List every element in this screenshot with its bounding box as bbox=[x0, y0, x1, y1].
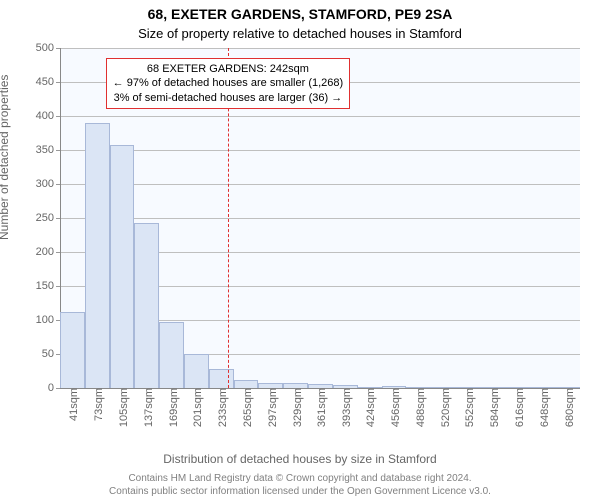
annotation-box: 68 EXETER GARDENS: 242sqm← 97% of detach… bbox=[106, 58, 351, 109]
annotation-line1: 68 EXETER GARDENS: 242sqm bbox=[113, 62, 344, 76]
x-tick-label: 41sqm bbox=[68, 388, 80, 421]
histogram-bar bbox=[134, 223, 159, 388]
x-tick-label: 297sqm bbox=[267, 388, 279, 427]
y-tick-label: 400 bbox=[36, 110, 54, 122]
x-tick-label: 329sqm bbox=[292, 388, 304, 427]
x-tick-label: 616sqm bbox=[514, 388, 526, 427]
x-tick-label: 456sqm bbox=[390, 388, 402, 427]
y-tick-label: 350 bbox=[36, 144, 54, 156]
x-tick-label: 361sqm bbox=[316, 388, 328, 427]
x-tick-label: 488sqm bbox=[415, 388, 427, 427]
y-tick-label: 450 bbox=[36, 76, 54, 88]
footer-line2: Contains public sector information licen… bbox=[0, 486, 600, 499]
x-tick-label: 552sqm bbox=[464, 388, 476, 427]
histogram-bar bbox=[85, 123, 110, 388]
x-axis-label: Distribution of detached houses by size … bbox=[0, 452, 600, 466]
gridline bbox=[60, 218, 580, 219]
annotation-line2: ← 97% of detached houses are smaller (1,… bbox=[113, 76, 344, 90]
y-tick-label: 250 bbox=[36, 212, 54, 224]
y-tick-label: 200 bbox=[36, 246, 54, 258]
x-tick-label: 73sqm bbox=[93, 388, 105, 421]
y-tick-label: 150 bbox=[36, 280, 54, 292]
chart-container: 68, EXETER GARDENS, STAMFORD, PE9 2SA Si… bbox=[0, 0, 600, 500]
y-tick-label: 500 bbox=[36, 42, 54, 54]
y-tick-label: 300 bbox=[36, 178, 54, 190]
x-tick-label: 520sqm bbox=[440, 388, 452, 427]
x-tick-label: 648sqm bbox=[539, 388, 551, 427]
y-tick-label: 100 bbox=[36, 314, 54, 326]
annotation-line3: 3% of semi-detached houses are larger (3… bbox=[113, 91, 344, 105]
x-tick-label: 137sqm bbox=[143, 388, 155, 427]
chart-footer: Contains HM Land Registry data © Crown c… bbox=[0, 473, 600, 498]
x-tick-label: 233sqm bbox=[217, 388, 229, 427]
gridline bbox=[60, 150, 580, 151]
x-tick-label: 169sqm bbox=[168, 388, 180, 427]
x-tick-label: 265sqm bbox=[242, 388, 254, 427]
histogram-bar bbox=[234, 380, 259, 388]
chart-title-line1: 68, EXETER GARDENS, STAMFORD, PE9 2SA bbox=[0, 6, 600, 22]
histogram-bar bbox=[209, 369, 234, 388]
x-tick-label: 584sqm bbox=[489, 388, 501, 427]
x-tick-label: 680sqm bbox=[564, 388, 576, 427]
x-tick-label: 105sqm bbox=[118, 388, 130, 427]
x-tick-label: 201sqm bbox=[192, 388, 204, 427]
histogram-bar bbox=[159, 322, 184, 388]
x-tick-label: 393sqm bbox=[341, 388, 353, 427]
gridline bbox=[60, 184, 580, 185]
histogram-bar bbox=[110, 145, 135, 388]
gridline bbox=[60, 116, 580, 117]
y-tick-label: 0 bbox=[48, 382, 54, 394]
plot-area: 05010015020025030035040045050041sqm73sqm… bbox=[60, 48, 580, 388]
gridline bbox=[60, 48, 580, 49]
chart-title-line2: Size of property relative to detached ho… bbox=[0, 26, 600, 41]
x-tick-label: 424sqm bbox=[365, 388, 377, 427]
histogram-bar bbox=[184, 354, 209, 388]
y-tick-label: 50 bbox=[42, 348, 54, 360]
footer-line1: Contains HM Land Registry data © Crown c… bbox=[0, 473, 600, 486]
histogram-bar bbox=[60, 312, 85, 388]
y-axis-label: Number of detached properties bbox=[0, 75, 11, 240]
